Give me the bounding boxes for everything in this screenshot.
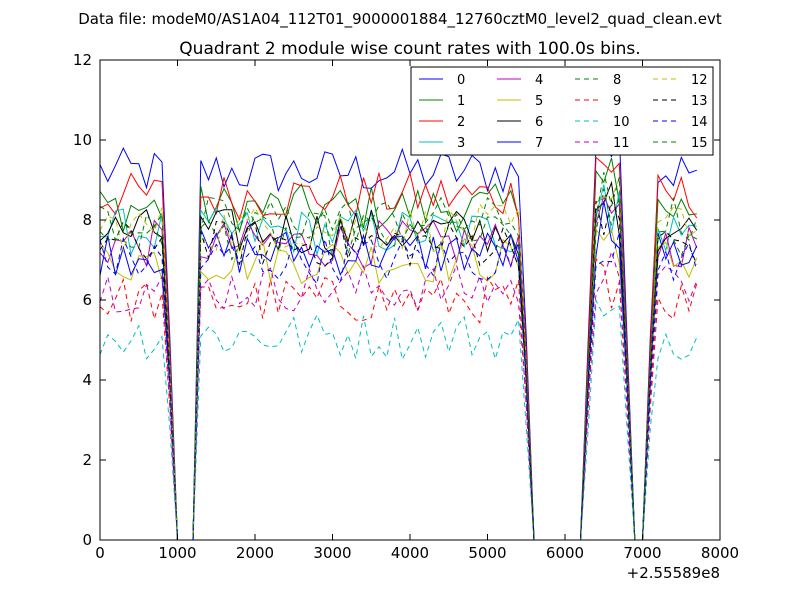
axis-ticks: 0 1000 2000 3000 4000 5000 6000 7000 80000246810… [73,51,739,562]
y-tick-label: 10 [73,131,92,149]
legend-label-5: 5 [535,94,543,109]
legend-label-15: 15 [691,136,708,151]
figure-suptitle: Data file: modeM0/AS1A04_112T01_90000018… [78,10,722,29]
series-line-14 [100,232,698,540]
series-line-12 [100,178,698,540]
series-line-5 [100,227,698,540]
legend-label-11: 11 [613,136,630,151]
series-line-1 [100,157,697,540]
legend-label-6: 6 [535,115,543,130]
x-tick-label: 8000 [701,544,739,562]
legend-label-13: 13 [691,94,708,109]
x-tick-label: 0 [95,544,105,562]
x-tick-label: 6000 [546,544,584,562]
legend-label-10: 10 [613,115,630,130]
y-tick-label: 8 [82,211,92,229]
series-line-2 [100,156,698,540]
y-tick-label: 4 [82,371,92,389]
legend-label-14: 14 [691,115,708,130]
legend-label-8: 8 [613,73,621,88]
legend-label-12: 12 [691,73,708,88]
legend-label-2: 2 [457,115,465,130]
series-line-10 [100,298,698,540]
y-tick-label: 2 [82,451,92,469]
x-tick-label: 1000 [158,544,196,562]
legend-label-0: 0 [457,73,465,88]
x-offset-label: +2.55589e8 [627,564,720,582]
plot-area [100,133,698,540]
y-tick-label: 6 [82,291,92,309]
y-tick-label: 0 [82,531,92,549]
legend-label-9: 9 [613,94,621,109]
x-tick-label: 7000 [623,544,661,562]
legend-box [410,66,714,156]
series-line-9 [100,257,698,540]
x-tick-label: 3000 [313,544,351,562]
x-tick-label: 5000 [468,544,506,562]
chart-title: Quadrant 2 module wise count rates with … [179,39,640,59]
x-tick-label: 2000 [236,544,274,562]
series-line-13 [100,198,698,540]
series-line-3 [100,184,697,540]
legend-label-1: 1 [457,94,465,109]
y-tick-label: 12 [73,51,92,69]
legend-label-3: 3 [457,136,465,151]
series-line-7 [100,201,698,540]
series-line-15 [100,172,698,540]
series-line-11 [100,249,698,540]
legend-label-4: 4 [535,73,543,88]
legend-label-7: 7 [535,136,543,151]
x-tick-label: 4000 [391,544,429,562]
